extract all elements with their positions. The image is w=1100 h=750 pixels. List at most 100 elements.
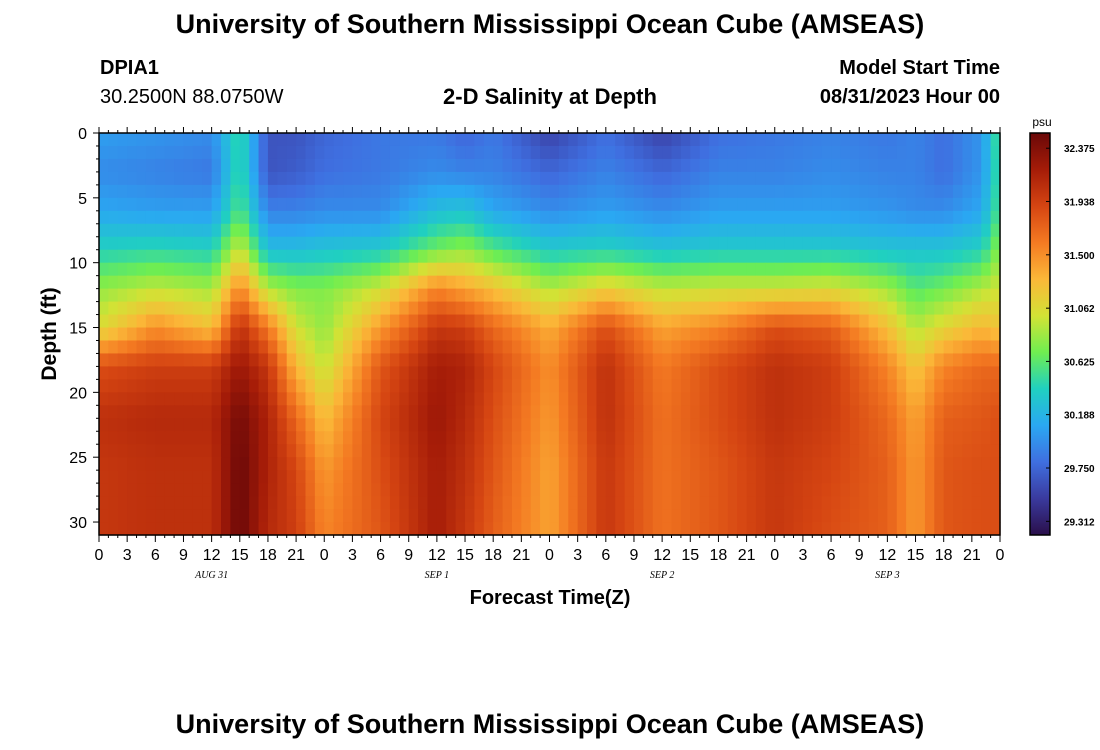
heatmap-cell — [511, 301, 522, 316]
heatmap-cell — [549, 301, 560, 316]
heatmap-cell — [934, 444, 945, 458]
heatmap-cell — [812, 496, 823, 510]
heatmap-cell — [502, 249, 513, 264]
heatmap-cell — [465, 431, 476, 445]
heatmap-cell — [568, 431, 579, 445]
heatmap-cell — [427, 340, 438, 355]
heatmap-cell — [831, 223, 842, 238]
heatmap-cell — [267, 249, 278, 264]
x-tick-label: 12 — [203, 547, 221, 564]
heatmap-cell — [971, 262, 982, 277]
heatmap-cell — [549, 392, 560, 406]
heatmap-cell — [558, 210, 569, 225]
heatmap-cell — [183, 522, 194, 536]
heatmap-cell — [192, 353, 203, 368]
heatmap-cell — [286, 184, 297, 199]
heatmap-cell — [511, 288, 522, 303]
heatmap-cell — [483, 301, 494, 316]
heatmap-cell — [558, 314, 569, 329]
heatmap-cell — [709, 210, 720, 225]
heatmap-cell — [211, 522, 222, 536]
heatmap-cell — [408, 509, 419, 523]
heatmap-cell — [314, 405, 325, 419]
heatmap-cell — [465, 275, 476, 290]
heatmap-cell — [615, 496, 626, 510]
y-tick-label: 15 — [69, 321, 87, 338]
heatmap-cell — [774, 133, 785, 147]
heatmap-cell — [333, 483, 344, 497]
heatmap-cell — [840, 184, 851, 199]
heatmap-cell — [145, 392, 156, 406]
heatmap-cell — [164, 145, 175, 160]
heatmap-cell — [633, 353, 644, 368]
x-tick-label: 15 — [681, 547, 699, 564]
heatmap-cell — [821, 197, 832, 212]
heatmap-cell — [277, 210, 288, 225]
colorbar-tick-label: 31.062 — [1064, 304, 1095, 315]
heatmap-cell — [915, 145, 926, 160]
heatmap-cell — [596, 288, 607, 303]
heatmap-cell — [643, 418, 654, 432]
heatmap-cell — [258, 457, 269, 471]
heatmap-cell — [267, 457, 278, 471]
heatmap-cell — [831, 470, 842, 484]
heatmap-cell — [652, 405, 663, 419]
heatmap-cell — [314, 275, 325, 290]
heatmap-cell — [981, 379, 992, 393]
heatmap-cell — [418, 133, 429, 147]
heatmap-cell — [990, 275, 1001, 290]
heatmap-cell — [690, 496, 701, 510]
heatmap-cell — [859, 184, 870, 199]
heatmap-cell — [962, 379, 973, 393]
heatmap-cell — [765, 236, 776, 251]
heatmap-cell — [746, 457, 757, 471]
heatmap-cell — [249, 392, 260, 406]
heatmap-cell — [727, 236, 738, 251]
heatmap-cell — [971, 431, 982, 445]
heatmap-cell — [511, 405, 522, 419]
heatmap-cell — [755, 405, 766, 419]
heatmap-cell — [690, 353, 701, 368]
heatmap-cell — [502, 197, 513, 212]
heatmap-cell — [737, 444, 748, 458]
heatmap-cell — [605, 314, 616, 329]
heatmap-cell — [474, 171, 485, 186]
heatmap-cell — [699, 327, 710, 342]
heatmap-cell — [127, 509, 138, 523]
heatmap-cell — [934, 327, 945, 342]
heatmap-cell — [511, 353, 522, 368]
heatmap-cell — [615, 262, 626, 277]
heatmap-cell — [615, 249, 626, 264]
heatmap-cell — [906, 275, 917, 290]
heatmap-cell — [436, 288, 447, 303]
heatmap-cell — [558, 392, 569, 406]
heatmap-cell — [483, 249, 494, 264]
heatmap-cell — [277, 275, 288, 290]
heatmap-cell — [389, 509, 400, 523]
heatmap-cell — [831, 457, 842, 471]
heatmap-cell — [784, 340, 795, 355]
heatmap-cell — [540, 171, 551, 186]
heatmap-cell — [446, 457, 457, 471]
heatmap-cell — [324, 379, 335, 393]
heatmap-cell — [530, 470, 541, 484]
heatmap-cell — [145, 418, 156, 432]
heatmap-cell — [633, 444, 644, 458]
heatmap-cell — [896, 133, 907, 147]
heatmap-cell — [568, 133, 579, 147]
heatmap-cell — [868, 288, 879, 303]
heatmap-cell — [436, 392, 447, 406]
heatmap-cell — [267, 314, 278, 329]
heatmap-cell — [164, 158, 175, 173]
heatmap-cell — [380, 509, 391, 523]
heatmap-cell — [286, 197, 297, 212]
heatmap-cell — [981, 483, 992, 497]
heatmap-cell — [277, 288, 288, 303]
heatmap-cell — [296, 314, 307, 329]
heatmap-cell — [990, 210, 1001, 225]
heatmap-cell — [896, 522, 907, 536]
heatmap-cell — [671, 145, 682, 160]
heatmap-cell — [258, 379, 269, 393]
heatmap-cell — [746, 353, 757, 368]
heatmap-cell — [108, 327, 119, 342]
